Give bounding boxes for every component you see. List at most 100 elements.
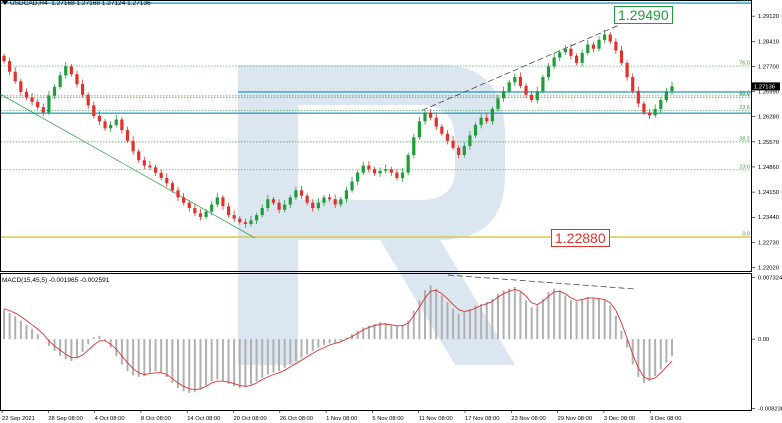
candle-body xyxy=(501,91,506,99)
candle-body xyxy=(148,165,152,168)
candlesticks xyxy=(2,29,674,228)
macd-signal-line xyxy=(3,289,673,391)
descending-trendline xyxy=(0,93,256,239)
current-price-label: 1.27136 xyxy=(754,84,775,90)
candle-body xyxy=(417,121,421,138)
candle-body xyxy=(13,71,17,82)
candle-body xyxy=(378,170,382,174)
candle-body xyxy=(288,197,292,205)
candle-body xyxy=(114,119,118,125)
watermark-logo xyxy=(238,65,515,365)
candle-body xyxy=(305,195,309,203)
current-price-tag xyxy=(752,82,780,91)
candle-body xyxy=(445,133,450,141)
candle-body xyxy=(327,197,332,200)
candle-body xyxy=(395,172,399,178)
candle-body xyxy=(647,112,652,116)
time-tick-label: 14 Oct 08:00 xyxy=(187,416,220,422)
candle-body xyxy=(333,199,337,205)
candle-body xyxy=(631,77,635,92)
candle-body xyxy=(226,206,231,216)
candle-body xyxy=(232,215,236,219)
candle-body xyxy=(294,190,298,198)
candle-body xyxy=(47,95,51,113)
candle-body xyxy=(670,86,674,92)
trend-lines xyxy=(0,24,636,290)
candle-body xyxy=(636,91,640,104)
fib-label: 50.0 xyxy=(739,92,750,98)
price-tick-label: 1.28410 xyxy=(758,39,779,45)
macd-label: MACD(15,45,5) -0.001965 -0.002591 xyxy=(2,277,110,284)
candle-body xyxy=(513,77,517,83)
fib-label: 100.0 xyxy=(736,0,750,4)
price-tick-label: 1.26280 xyxy=(758,115,779,121)
candle-body xyxy=(69,66,73,75)
candle-body xyxy=(457,147,461,155)
time-tick-label: 26 Oct 08:00 xyxy=(280,416,313,422)
candle-body xyxy=(182,197,186,203)
candle-body xyxy=(586,44,590,53)
dropdown-triangle-icon[interactable] xyxy=(2,1,8,6)
candle-body xyxy=(198,213,203,217)
candle-body xyxy=(137,151,141,161)
candle-body xyxy=(546,66,551,78)
candle-body xyxy=(86,94,90,106)
macd-tick-label: -0.008238 xyxy=(758,406,782,412)
fib-label: 38.2 xyxy=(739,136,750,142)
candle-body xyxy=(552,57,556,67)
time-tick-label: 29 Nov 08:00 xyxy=(558,416,592,422)
candle-body xyxy=(299,190,304,196)
candle-body xyxy=(535,91,539,101)
candle-body xyxy=(619,50,624,63)
ohlc-values: 1.27168 1.27168 1.27124 1.27136 xyxy=(51,0,151,7)
candle-body xyxy=(221,197,225,207)
candle-body xyxy=(215,197,219,205)
time-tick-label: 23 Nov 08:00 xyxy=(511,416,545,422)
price-tick-label: 1.29120 xyxy=(758,14,779,20)
candle-body xyxy=(75,74,79,85)
time-tick-label: 28 Sep 08:00 xyxy=(48,416,83,422)
candle-body xyxy=(479,117,483,125)
price-axis: 1.29120 1.28410 1.27700 1.26990 1.26280 1.255… xyxy=(751,14,780,272)
target-price-callout: 1.29490 xyxy=(614,6,673,24)
candle-body xyxy=(322,197,326,203)
macd-tick-label: 0.00 xyxy=(758,337,769,343)
macd-tick-label: 0.007324 xyxy=(758,275,782,281)
candle-body xyxy=(625,62,629,78)
candle-body xyxy=(80,84,85,95)
candle-body xyxy=(316,202,320,209)
candle-body xyxy=(389,169,393,173)
fib-label: 61.8 xyxy=(739,90,750,96)
candle-body xyxy=(356,172,360,182)
candle-body xyxy=(384,169,388,171)
candle-body xyxy=(429,112,433,118)
time-tick-label: 11 Nov 08:00 xyxy=(419,416,453,422)
candle-body xyxy=(277,202,281,210)
price-tick-label: 1.26990 xyxy=(758,90,779,96)
candle-body xyxy=(19,81,23,92)
candle-body xyxy=(524,85,528,95)
candle-body xyxy=(440,126,444,134)
candle-body xyxy=(266,199,270,209)
candle-body xyxy=(642,103,646,113)
macd-histogram xyxy=(3,285,673,394)
candle-body xyxy=(204,211,208,217)
candle-body xyxy=(238,218,242,223)
candle-body xyxy=(52,86,57,96)
candle-body xyxy=(311,202,315,209)
candle-body xyxy=(541,77,545,92)
candle-body xyxy=(344,190,349,200)
candle-body xyxy=(490,108,494,122)
candle-body xyxy=(367,165,371,170)
candle-body xyxy=(406,154,410,173)
time-tick-label: 22 Sep 2021 xyxy=(2,416,35,422)
candle-body xyxy=(283,204,287,210)
candle-body xyxy=(24,91,29,98)
candle-body xyxy=(518,77,523,86)
candle-body xyxy=(496,98,500,109)
fib-label: 23.6 xyxy=(739,105,750,111)
candle-body xyxy=(485,117,489,122)
candle-body xyxy=(361,165,365,173)
fib-label: 23.6 xyxy=(739,164,750,170)
